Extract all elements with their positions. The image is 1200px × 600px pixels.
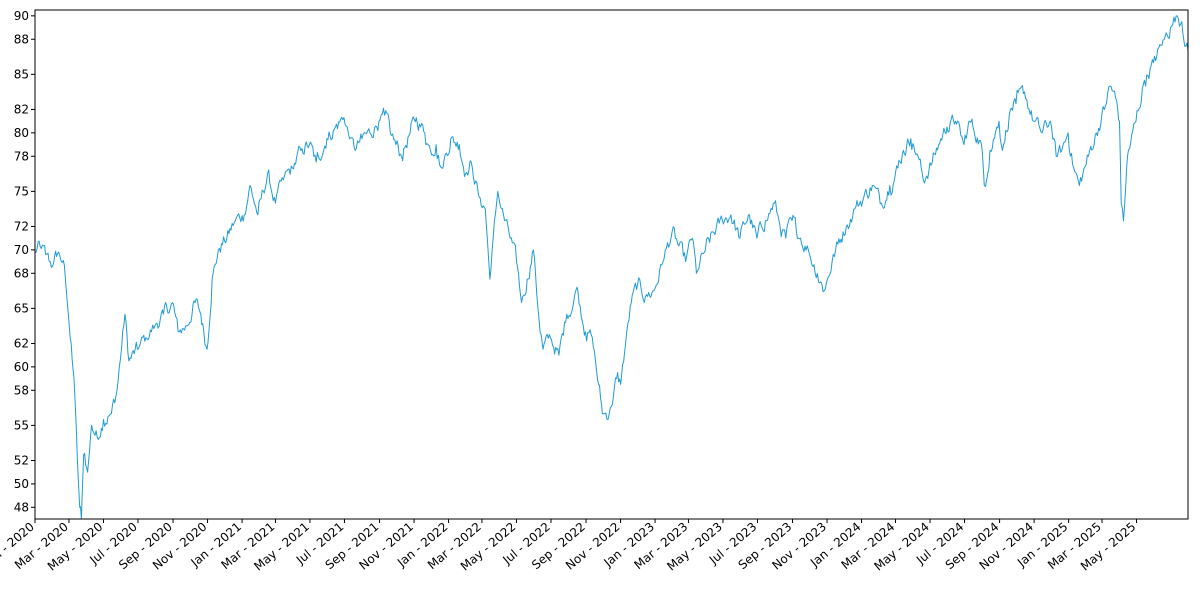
y-tick-label: 58 <box>14 383 29 397</box>
y-tick-label: 70 <box>14 243 29 257</box>
y-tick-label: 78 <box>14 149 29 163</box>
series-layer <box>34 15 1189 520</box>
y-tick-label: 88 <box>14 32 29 46</box>
y-tick-label: 65 <box>14 301 29 315</box>
y-tick-label: 82 <box>14 102 29 116</box>
plot-frame <box>34 9 1189 520</box>
y-tick-label: 52 <box>14 453 29 467</box>
y-tick-label: 90 <box>14 9 29 23</box>
y-tick-label: 50 <box>14 477 29 491</box>
y-tick-label: 75 <box>14 184 29 198</box>
y-tick-label: 60 <box>14 360 29 374</box>
y-tick-label: 72 <box>14 219 29 233</box>
y-tick-label: 85 <box>14 67 29 81</box>
y-tick-label: 55 <box>14 418 29 432</box>
y-axis: 48 50 52 55 58 60 62 65 68 70 72 75 78 80 82 85 88 90 <box>14 9 35 514</box>
y-tick-label: 48 <box>14 500 29 514</box>
y-tick-label: 80 <box>14 126 29 140</box>
y-tick-label: 62 <box>14 336 29 350</box>
series-line-0 <box>34 15 1189 520</box>
y-tick-label: 68 <box>14 266 29 280</box>
